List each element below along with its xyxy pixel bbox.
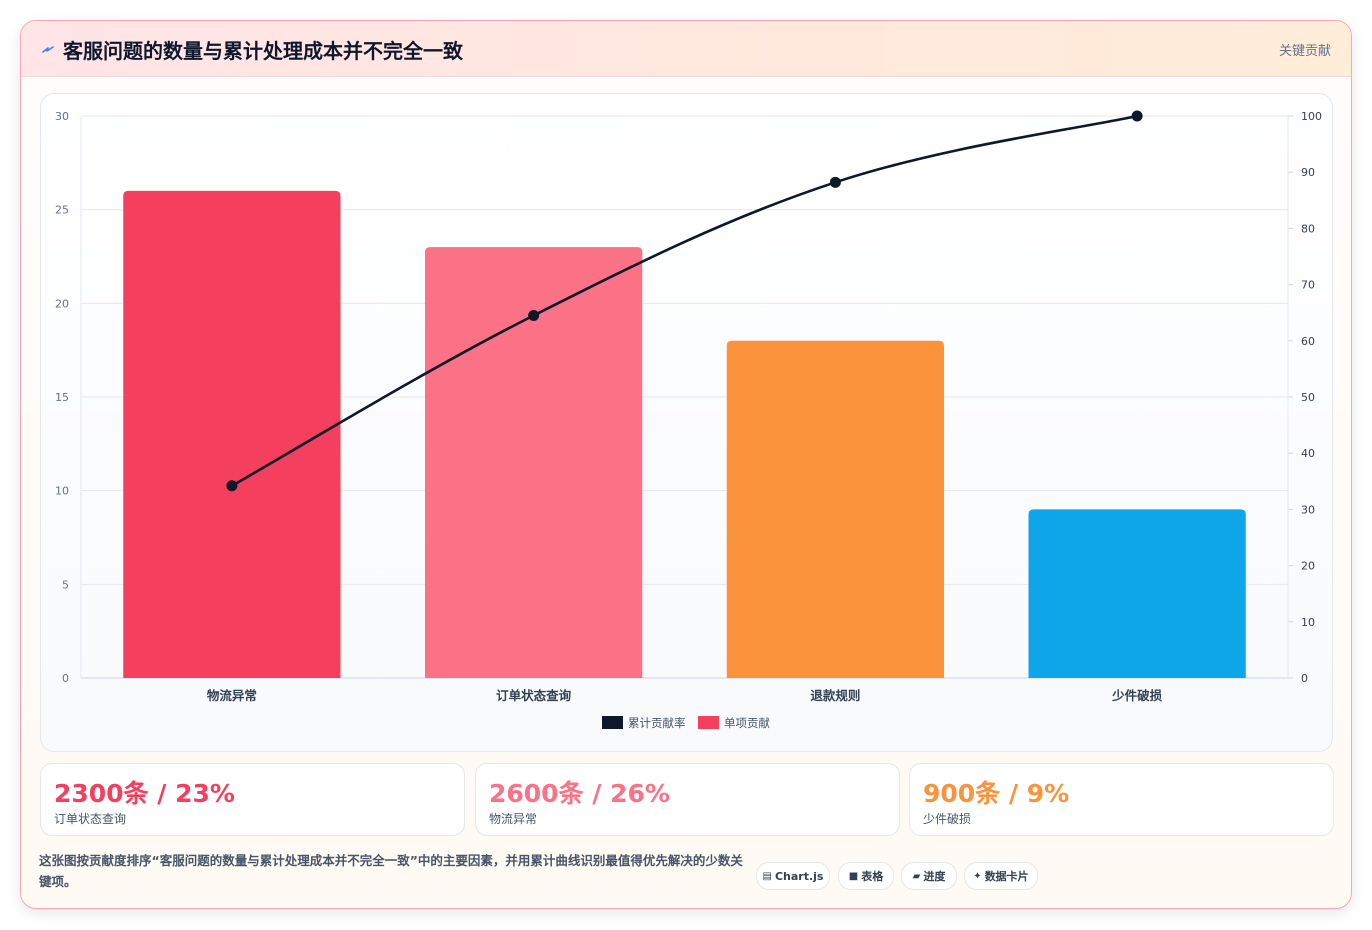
table-icon: ■: [848, 870, 859, 882]
bolt-icon: [42, 46, 54, 53]
kpi-card-2: 2600条 / 26% 物流异常: [475, 763, 900, 836]
kpi-value: 2300条 / 23%: [54, 779, 235, 808]
y-left-tick-label: 10: [55, 485, 69, 498]
chart-title: 客服问题的数量与累计处理成本并不完全一致: [63, 39, 463, 63]
chip-progress[interactable]: ▰ 进度: [901, 862, 957, 890]
cumulative-point-1: [226, 480, 238, 492]
chip-label: Chart.js: [774, 869, 824, 883]
kpi-label: 少件破损: [923, 812, 972, 826]
cumulative-point-3: [829, 176, 841, 188]
legend-swatch-1: [602, 716, 623, 729]
y-right-tick-label: 70: [1301, 279, 1315, 292]
chip-label: 表格: [861, 870, 884, 883]
legend-swatch-2: [698, 716, 719, 729]
cumulative-point-4: [1131, 110, 1143, 122]
y-right-tick-label: 80: [1301, 222, 1315, 235]
kpi-value: 900条 / 9%: [923, 779, 1070, 808]
x-tick-label: 退款规则: [810, 688, 860, 703]
y-right-tick-label: 0: [1301, 672, 1308, 685]
kpi-label: 订单状态查询: [54, 812, 127, 826]
chart-panel: 0 5 10 15 20 25 30 0 10 20 30 40 50 60 70 80 90 100 物流异常 订单…: [40, 93, 1333, 752]
chip-label: 进度: [923, 870, 946, 883]
y-right-tick-label: 10: [1301, 616, 1315, 629]
chip-table[interactable]: ■ 表格: [838, 862, 894, 890]
kpi-card-1: 2300条 / 23% 订单状态查询: [40, 763, 465, 836]
bar-1: [123, 190, 341, 678]
y-left-tick-label: 5: [62, 578, 69, 591]
y-right-tick-label: 90: [1301, 166, 1315, 179]
card-header: 客服问题的数量与累计处理成本并不完全一致 关键贡献: [21, 21, 1351, 77]
y-right-tick-label: 100: [1301, 110, 1322, 123]
y-right-tick-label: 60: [1301, 335, 1315, 348]
y-left-tick-label: 0: [62, 672, 69, 685]
chip-label: 数据卡片: [984, 870, 1029, 883]
chart-icon: ▤: [762, 870, 772, 882]
cumulative-point-2: [528, 310, 540, 322]
kpi-value: 2600条 / 26%: [489, 779, 670, 808]
x-tick-label: 少件破损: [1111, 688, 1163, 703]
y-left-tick-label: 15: [55, 391, 69, 404]
kpi-label: 物流异常: [489, 812, 538, 826]
bar-2: [424, 247, 643, 678]
y-left-tick-label: 30: [55, 110, 69, 123]
bar-4: [1028, 509, 1246, 678]
y-left-tick-label: 25: [55, 204, 69, 217]
chip-chartjs[interactable]: ▤ Chart.js: [756, 862, 830, 890]
chart-card: 客服问题的数量与累计处理成本并不完全一致 关键贡献 0 5 10 15 20 25 30 0 1…: [20, 20, 1352, 909]
bar-3: [726, 340, 945, 678]
progress-icon: ▰: [912, 870, 921, 882]
chip-data-card[interactable]: ✦ 数据卡片: [964, 862, 1038, 890]
y-right-tick-label: 30: [1301, 503, 1315, 516]
y-right-tick-label: 40: [1301, 447, 1315, 460]
legend-label-2: 单项贡献: [724, 716, 770, 730]
y-right-tick-label: 50: [1301, 391, 1315, 404]
y-left-tick-label: 20: [55, 297, 69, 310]
legend-label-1: 累计贡献率: [628, 716, 686, 730]
cumulative-line: [231, 114, 1138, 487]
x-tick-label: 订单状态查询: [496, 688, 572, 703]
x-tick-label: 物流异常: [207, 688, 257, 703]
sparkle-icon: ✦: [973, 870, 982, 882]
chart-description: 这张图按贡献度排序“客服问题的数量与累计处理成本并不完全一致”中的主要因素，并用…: [39, 853, 743, 889]
pareto-chart: 0 5 10 15 20 25 30 0 10 20 30 40 50 60 70 80 90 100 物流异常 订单…: [55, 110, 1322, 730]
y-right-tick-label: 20: [1301, 560, 1315, 573]
header-tag: 关键贡献: [1278, 44, 1331, 59]
kpi-card-3: 900条 / 9% 少件破损: [909, 763, 1334, 836]
